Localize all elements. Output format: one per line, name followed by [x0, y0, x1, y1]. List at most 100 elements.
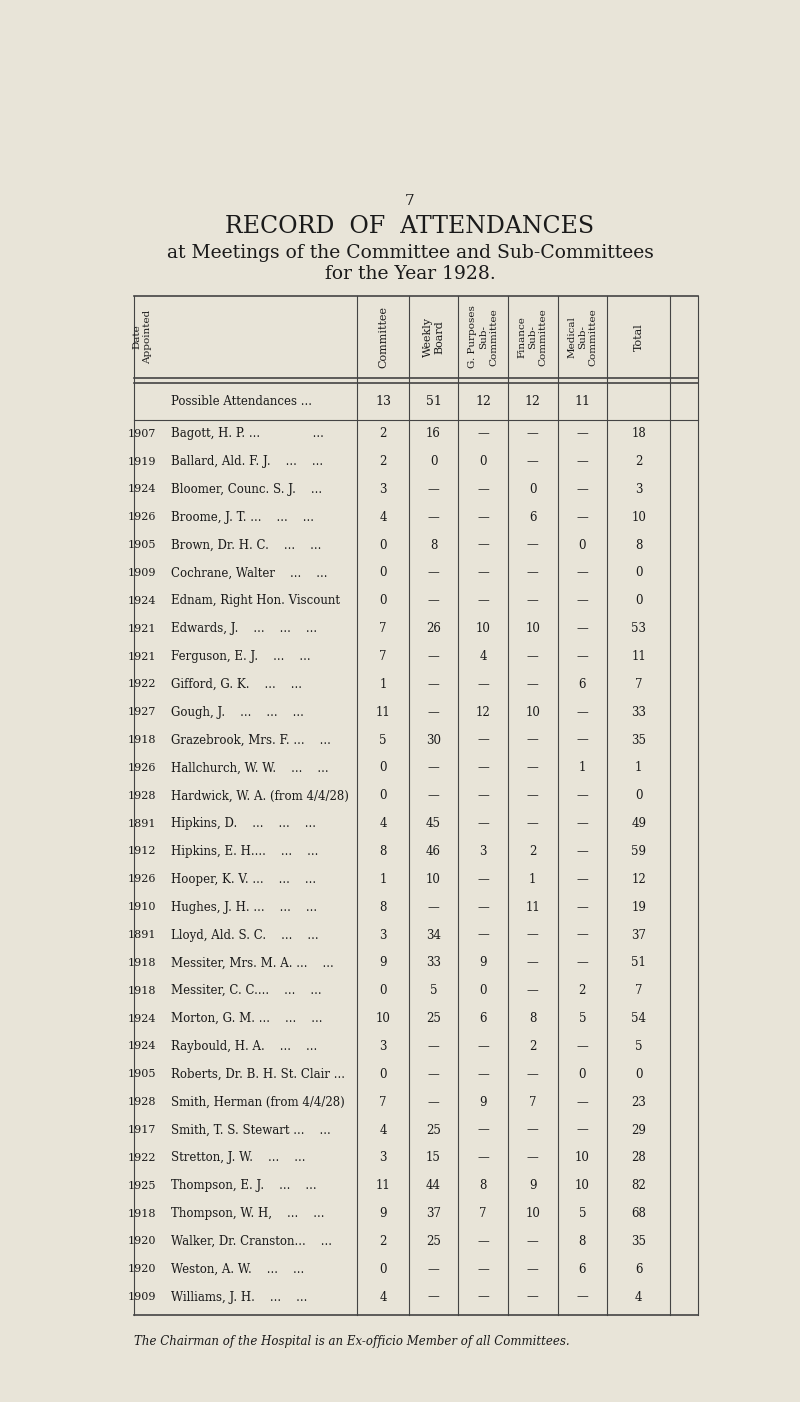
Text: 1926: 1926: [128, 512, 157, 523]
Text: —: —: [577, 845, 588, 858]
Text: 1921: 1921: [128, 652, 157, 662]
Text: 1: 1: [635, 761, 642, 774]
Text: 1: 1: [379, 679, 386, 691]
Text: 3: 3: [635, 482, 642, 496]
Text: 0: 0: [635, 594, 642, 607]
Text: 1909: 1909: [128, 1293, 157, 1302]
Text: 1891: 1891: [128, 819, 157, 829]
Text: 10: 10: [526, 1207, 540, 1220]
Text: 1: 1: [379, 873, 386, 886]
Text: —: —: [527, 789, 538, 802]
Text: 1926: 1926: [128, 763, 157, 773]
Text: 5: 5: [379, 733, 386, 747]
Text: Smith, T. S. Stewart ...    ...: Smith, T. S. Stewart ... ...: [171, 1123, 331, 1137]
Text: —: —: [478, 1040, 489, 1053]
Text: 16: 16: [426, 428, 441, 440]
Text: 5: 5: [635, 1040, 642, 1053]
Text: —: —: [527, 594, 538, 607]
Text: 4: 4: [379, 817, 386, 830]
Text: Gifford, G. K.    ...    ...: Gifford, G. K. ... ...: [171, 679, 302, 691]
Text: —: —: [577, 482, 588, 496]
Text: 26: 26: [426, 622, 441, 635]
Text: —: —: [577, 817, 588, 830]
Text: 19: 19: [631, 900, 646, 914]
Text: —: —: [577, 928, 588, 942]
Text: 18: 18: [631, 428, 646, 440]
Text: 51: 51: [631, 956, 646, 969]
Text: —: —: [527, 817, 538, 830]
Text: Weston, A. W.    ...    ...: Weston, A. W. ... ...: [171, 1263, 305, 1276]
Text: —: —: [577, 428, 588, 440]
Text: 8: 8: [635, 538, 642, 551]
Text: —: —: [527, 928, 538, 942]
Text: —: —: [428, 1095, 439, 1109]
Text: 25: 25: [426, 1235, 441, 1248]
Text: —: —: [428, 679, 439, 691]
Text: 10: 10: [575, 1151, 590, 1164]
Text: Hooper, K. V. ...    ...    ...: Hooper, K. V. ... ... ...: [171, 873, 317, 886]
Text: 44: 44: [426, 1179, 441, 1192]
Text: 8: 8: [379, 900, 386, 914]
Text: 1918: 1918: [128, 1209, 157, 1218]
Text: 1928: 1928: [128, 1098, 157, 1108]
Text: Hardwick, W. A. (from 4/4/28): Hardwick, W. A. (from 4/4/28): [171, 789, 349, 802]
Text: 6: 6: [529, 510, 537, 524]
Text: 12: 12: [475, 395, 491, 408]
Text: —: —: [428, 789, 439, 802]
Text: —: —: [478, 1123, 489, 1137]
Text: —: —: [527, 679, 538, 691]
Text: 7: 7: [529, 1095, 537, 1109]
Text: 1924: 1924: [128, 485, 157, 495]
Text: 0: 0: [635, 789, 642, 802]
Text: —: —: [577, 733, 588, 747]
Text: 2: 2: [635, 456, 642, 468]
Text: Grazebrook, Mrs. F. ...    ...: Grazebrook, Mrs. F. ... ...: [171, 733, 331, 747]
Text: for the Year 1928.: for the Year 1928.: [325, 265, 495, 283]
Text: 7: 7: [635, 679, 642, 691]
Text: 0: 0: [578, 538, 586, 551]
Text: —: —: [478, 1291, 489, 1304]
Text: 1920: 1920: [128, 1237, 157, 1246]
Text: Bagott, H. P. ...              ...: Bagott, H. P. ... ...: [171, 428, 324, 440]
Text: —: —: [527, 1263, 538, 1276]
Text: 8: 8: [578, 1235, 586, 1248]
Text: Gough, J.    ...    ...    ...: Gough, J. ... ... ...: [171, 705, 304, 719]
Text: 8: 8: [529, 1012, 537, 1025]
Text: 35: 35: [631, 733, 646, 747]
Text: —: —: [527, 428, 538, 440]
Text: 5: 5: [430, 984, 438, 997]
Text: —: —: [478, 510, 489, 524]
Text: —: —: [577, 789, 588, 802]
Text: 29: 29: [631, 1123, 646, 1137]
Text: Brown, Dr. H. C.    ...    ...: Brown, Dr. H. C. ... ...: [171, 538, 322, 551]
Text: —: —: [478, 679, 489, 691]
Text: —: —: [428, 651, 439, 663]
Text: Stretton, J. W.    ...    ...: Stretton, J. W. ... ...: [171, 1151, 306, 1164]
Text: —: —: [527, 1291, 538, 1304]
Text: 0: 0: [379, 1068, 386, 1081]
Text: 1: 1: [529, 873, 537, 886]
Text: —: —: [577, 566, 588, 579]
Text: 1920: 1920: [128, 1265, 157, 1274]
Text: —: —: [577, 1095, 588, 1109]
Text: 4: 4: [379, 510, 386, 524]
Text: 10: 10: [375, 1012, 390, 1025]
Text: Ferguson, E. J.    ...    ...: Ferguson, E. J. ... ...: [171, 651, 311, 663]
Text: 1905: 1905: [128, 540, 157, 550]
Text: 10: 10: [526, 705, 540, 719]
Text: Hughes, J. H. ...    ...    ...: Hughes, J. H. ... ... ...: [171, 900, 318, 914]
Text: Date
Appointed: Date Appointed: [133, 310, 152, 363]
Text: Hallchurch, W. W.    ...    ...: Hallchurch, W. W. ... ...: [171, 761, 329, 774]
Text: The Chairman of the Hospital is an Ex-officio Member of all Committees.: The Chairman of the Hospital is an Ex-of…: [134, 1335, 570, 1347]
Text: —: —: [478, 1263, 489, 1276]
Text: Lloyd, Ald. S. C.    ...    ...: Lloyd, Ald. S. C. ... ...: [171, 928, 319, 942]
Text: —: —: [478, 873, 489, 886]
Text: Messiter, C. C....    ...    ...: Messiter, C. C.... ... ...: [171, 984, 322, 997]
Text: —: —: [428, 566, 439, 579]
Text: Total: Total: [634, 322, 644, 350]
Text: 2: 2: [529, 845, 537, 858]
Text: Edwards, J.    ...    ...    ...: Edwards, J. ... ... ...: [171, 622, 318, 635]
Text: RECORD  OF  ATTENDANCES: RECORD OF ATTENDANCES: [226, 215, 594, 238]
Text: 7: 7: [405, 193, 415, 207]
Text: —: —: [478, 928, 489, 942]
